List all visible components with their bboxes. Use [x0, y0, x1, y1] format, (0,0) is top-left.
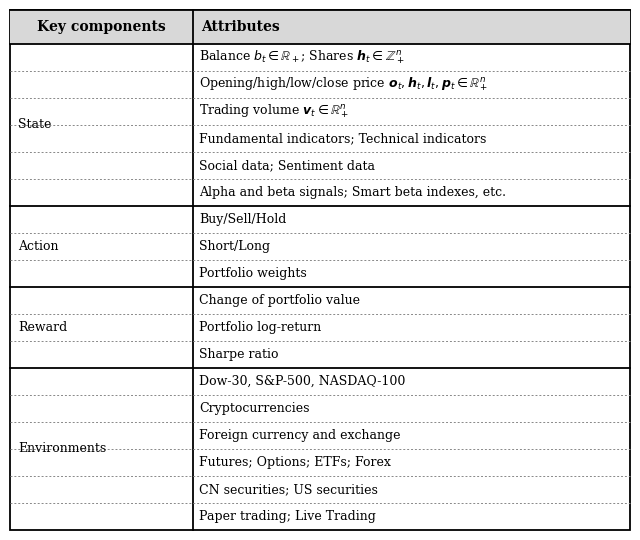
Text: Action: Action [18, 240, 58, 253]
Text: Reward: Reward [18, 321, 67, 334]
Text: Opening/high/low/close price $\boldsymbol{o}_t, \boldsymbol{h}_t, \boldsymbol{l}: Opening/high/low/close price $\boldsymbo… [199, 76, 488, 93]
Text: Paper trading; Live Trading: Paper trading; Live Trading [199, 510, 376, 523]
Text: Dow-30, S&P-500, NASDAQ-100: Dow-30, S&P-500, NASDAQ-100 [199, 375, 405, 388]
Text: Portfolio weights: Portfolio weights [199, 267, 307, 280]
Bar [10, 10, 630, 44]
Text: Fundamental indicators; Technical indicators: Fundamental indicators; Technical indica… [199, 132, 486, 145]
Text: Environments: Environments [18, 442, 106, 456]
Text: Balance $b_t \in \mathbb{R}_+$; Shares $\boldsymbol{h}_t \in \mathbb{Z}_+^n$: Balance $b_t \in \mathbb{R}_+$; Shares $… [199, 49, 404, 66]
Text: Buy/Sell/Hold: Buy/Sell/Hold [199, 213, 286, 226]
Text: Short/Long: Short/Long [199, 240, 270, 253]
Text: Social data; Sentiment data: Social data; Sentiment data [199, 159, 375, 172]
Text: Alpha and beta signals; Smart beta indexes, etc.: Alpha and beta signals; Smart beta index… [199, 186, 506, 199]
Text: Portfolio log-return: Portfolio log-return [199, 321, 321, 334]
Text: Attributes: Attributes [201, 20, 280, 34]
Text: Change of portfolio value: Change of portfolio value [199, 294, 360, 307]
Text: Foreign currency and exchange: Foreign currency and exchange [199, 429, 401, 442]
Text: Futures; Options; ETFs; Forex: Futures; Options; ETFs; Forex [199, 456, 391, 469]
Text: Cryptocurrencies: Cryptocurrencies [199, 402, 309, 415]
Text: Key components: Key components [37, 20, 166, 34]
Text: Sharpe ratio: Sharpe ratio [199, 348, 278, 361]
Text: Trading volume $\boldsymbol{v}_t \in \mathbb{R}_+^n$: Trading volume $\boldsymbol{v}_t \in \ma… [199, 103, 349, 120]
Text: State: State [18, 118, 51, 132]
Text: CN securities; US securities: CN securities; US securities [199, 483, 378, 496]
